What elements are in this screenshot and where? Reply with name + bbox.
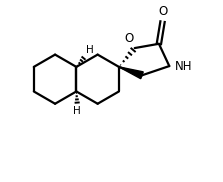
Polygon shape — [119, 67, 143, 79]
Text: O: O — [125, 32, 134, 45]
Text: H: H — [73, 106, 81, 116]
Text: NH: NH — [174, 60, 192, 73]
Text: O: O — [158, 5, 167, 18]
Text: H: H — [86, 46, 94, 55]
